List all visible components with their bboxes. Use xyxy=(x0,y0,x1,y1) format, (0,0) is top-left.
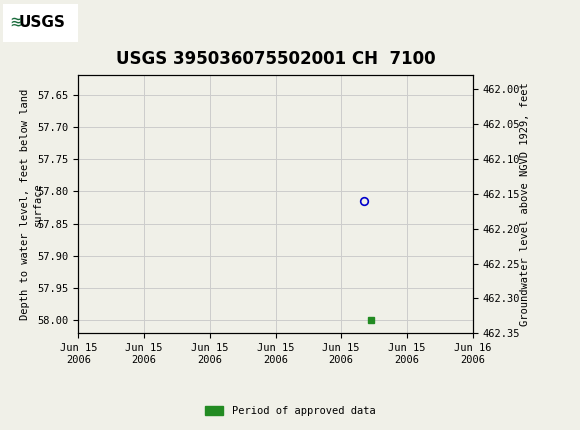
Title: USGS 395036075502001 CH  7100: USGS 395036075502001 CH 7100 xyxy=(115,50,436,68)
Text: USGS: USGS xyxy=(19,15,65,30)
Y-axis label: Groundwater level above NGVD 1929, feet: Groundwater level above NGVD 1929, feet xyxy=(520,83,531,326)
Text: ≋: ≋ xyxy=(10,14,21,31)
FancyBboxPatch shape xyxy=(3,3,78,42)
Legend: Period of approved data: Period of approved data xyxy=(201,402,379,421)
Y-axis label: Depth to water level, feet below land
surface: Depth to water level, feet below land su… xyxy=(20,89,44,320)
